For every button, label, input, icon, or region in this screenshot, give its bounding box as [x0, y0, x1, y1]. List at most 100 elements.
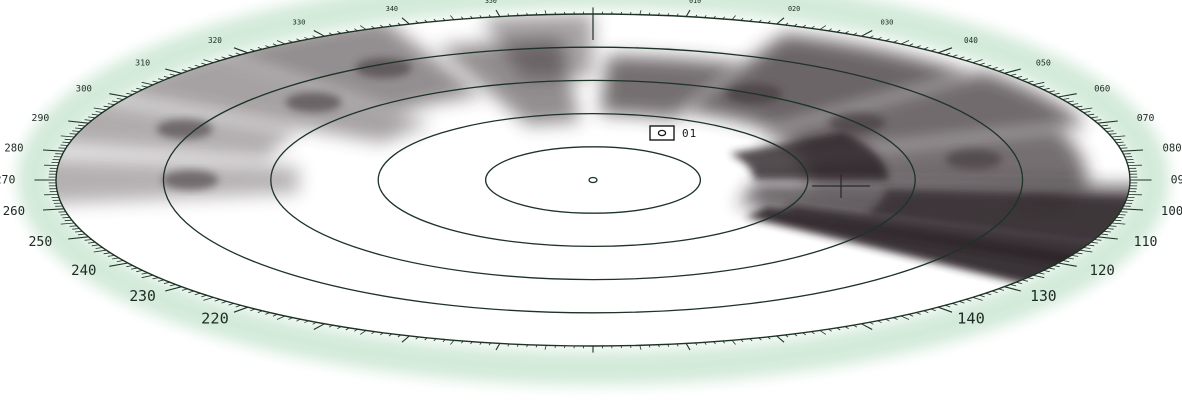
bearing-tick — [802, 332, 807, 336]
bearing-tick — [141, 272, 148, 275]
bearing-tick — [945, 304, 951, 308]
echo-cluster — [104, 50, 432, 143]
bearing-tick — [64, 219, 73, 222]
bearing-tick — [1113, 138, 1122, 141]
bearing-tick — [1071, 103, 1079, 105]
bearing-tick — [1038, 85, 1045, 88]
bearing-tick — [1103, 230, 1111, 233]
bearing-tick — [1062, 260, 1070, 262]
bearing-tick — [136, 270, 143, 273]
bearing-tick — [328, 324, 333, 328]
echo-blob — [285, 92, 342, 113]
bearing-tick — [704, 15, 707, 18]
bearing-tick — [1048, 90, 1055, 93]
bearing-tick — [233, 306, 248, 313]
bearing-labels: 000 010 020 030 040 050 060 070 080 090 100 110 120 1… — [0, 0, 1182, 328]
bearing-tick — [758, 19, 762, 23]
bearing-tick — [991, 290, 998, 293]
target-marker-icon[interactable] — [649, 125, 675, 141]
bearing-tick — [470, 15, 473, 19]
bearing-tick — [337, 326, 342, 329]
bearing-tick — [1090, 116, 1098, 119]
bearing-tick — [194, 64, 201, 68]
bearing-tick — [1079, 107, 1093, 111]
bearing-tick — [802, 24, 807, 28]
bearing-tick — [908, 43, 914, 47]
bearing-tick — [95, 247, 103, 249]
bearing-tick — [228, 303, 234, 306]
bearing-tick — [923, 47, 929, 50]
bearing-tick — [424, 337, 428, 341]
bearing-tick — [272, 43, 278, 47]
bearing-tick — [221, 56, 227, 59]
bearing-tick — [676, 343, 679, 347]
bearing-tick — [853, 32, 858, 36]
bearing-label-320: 320 — [208, 36, 222, 45]
bearing-tick — [488, 14, 491, 18]
bearing-tick — [844, 31, 849, 34]
bearing-tick — [793, 23, 798, 27]
bearing-tick — [767, 336, 771, 340]
bearing-label-220: 220 — [201, 310, 229, 328]
bearing-tick — [535, 12, 538, 16]
bearing-tick — [1118, 144, 1126, 146]
bearing-tick — [535, 344, 538, 348]
bearing-tick — [1111, 135, 1126, 138]
bearing-tick — [1087, 113, 1095, 116]
bearing-tick — [819, 25, 827, 30]
bearing-tick — [544, 345, 547, 350]
bearing-tick — [861, 30, 873, 37]
target-marker[interactable]: 01 — [649, 125, 697, 141]
crosshair-icon[interactable] — [812, 174, 870, 198]
bearing-tick — [69, 133, 77, 135]
bearing-tick — [181, 69, 188, 72]
bearing-tick — [312, 35, 317, 39]
bearing-tick — [1075, 105, 1083, 108]
bearing-tick — [1032, 274, 1045, 279]
bearing-tick — [1027, 80, 1034, 83]
bearing-tick — [877, 36, 882, 40]
bearing-label-240: 240 — [71, 263, 96, 279]
bearing-tick — [93, 107, 107, 111]
bearing-tick — [450, 340, 455, 345]
bearing-tick — [379, 332, 384, 336]
bearing-tick — [554, 12, 556, 15]
bearing-label-100: 100 — [1161, 203, 1182, 218]
bearing-tick — [938, 306, 953, 313]
bearing-tick — [1067, 100, 1074, 103]
bearing-tick — [695, 342, 698, 346]
bearing-tick — [776, 17, 785, 25]
bearing-tick — [731, 15, 736, 20]
bearing-tick — [893, 40, 898, 43]
bearing-tick — [188, 290, 195, 293]
bearing-tick — [163, 281, 170, 284]
bearing-tick — [424, 19, 428, 23]
bearing-tick — [169, 284, 176, 287]
bearing-tick — [460, 340, 464, 344]
bearing-tick — [1111, 222, 1126, 225]
bearing-tick — [257, 47, 263, 50]
bearing-tick — [265, 45, 270, 48]
bearing-tick — [235, 52, 241, 56]
bearing-tick — [165, 286, 182, 292]
bearing-tick — [885, 318, 890, 322]
bearing-label-290: 290 — [32, 113, 50, 124]
bearing-tick — [1043, 87, 1050, 90]
bearing-label-010: 010 — [689, 0, 701, 5]
bearing-tick — [844, 326, 849, 329]
bearing-tick — [516, 344, 519, 347]
bearing-tick — [296, 38, 301, 42]
bearing-tick — [91, 244, 99, 247]
bearing-tick — [371, 25, 375, 29]
bearing-tick — [107, 255, 115, 257]
bearing-tick — [1121, 149, 1144, 152]
bearing-tick — [767, 20, 771, 24]
bearing-tick — [722, 16, 726, 20]
bearing-tick — [972, 59, 983, 63]
bearing-tick — [1016, 76, 1023, 79]
bearing-tick — [345, 29, 350, 33]
bearing-tick — [1075, 252, 1083, 255]
bearing-tick — [658, 12, 660, 16]
